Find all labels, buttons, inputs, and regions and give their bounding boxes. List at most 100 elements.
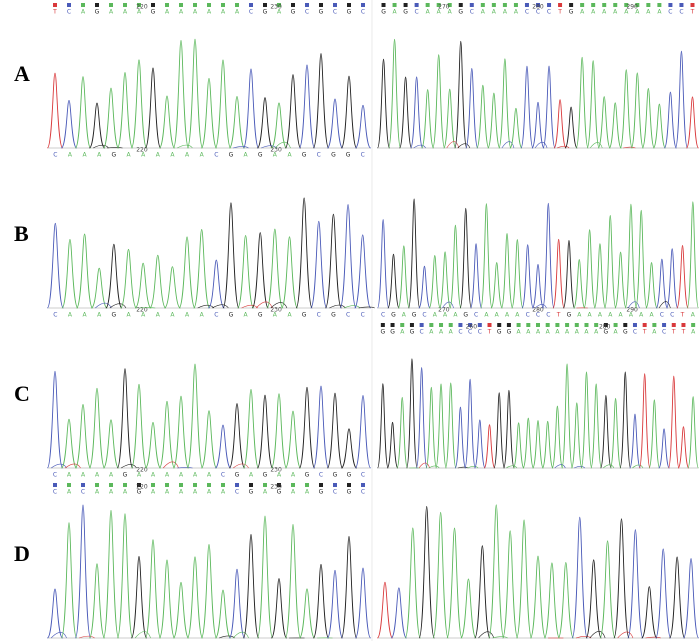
- base-square: [642, 323, 647, 327]
- panel-label: A: [14, 61, 30, 86]
- trace-peak: [597, 96, 611, 149]
- base-call: C: [317, 312, 321, 319]
- base-call: T: [680, 312, 685, 319]
- trace-peak: [158, 400, 176, 469]
- base-call: G: [507, 329, 512, 336]
- position-label: 280: [599, 324, 611, 331]
- base-call: C: [422, 312, 426, 319]
- trace-peak: [415, 367, 428, 469]
- noise-peak: [575, 635, 592, 639]
- noise-peak: [95, 302, 112, 309]
- base-call: A: [657, 9, 662, 16]
- base-square: [646, 3, 651, 7]
- trace-peak: [520, 65, 534, 149]
- base-call: C: [458, 329, 462, 336]
- base-square: [193, 3, 197, 7]
- trace-peak: [281, 236, 298, 309]
- trace-peak: [667, 375, 680, 469]
- base-square: [249, 3, 253, 7]
- base-call: A: [277, 472, 282, 479]
- base-call: G: [458, 9, 463, 16]
- trace-peak: [553, 99, 567, 149]
- base-square: [151, 483, 155, 487]
- base-square: [635, 3, 640, 7]
- trace-peak: [186, 363, 204, 469]
- trace-peak: [207, 259, 225, 309]
- base-square: [390, 323, 395, 327]
- trace-peak: [312, 563, 330, 639]
- noise-peak: [177, 144, 193, 149]
- base-square: [165, 483, 169, 487]
- base-call: A: [619, 312, 624, 319]
- base-call: A: [235, 9, 240, 16]
- trace-peak: [74, 504, 92, 639]
- trace-peak: [298, 386, 316, 469]
- trace-peak: [532, 420, 544, 469]
- trace-peak: [687, 396, 699, 469]
- base-call: A: [151, 472, 156, 479]
- trace-peak: [404, 527, 421, 639]
- trace-peak: [418, 265, 431, 309]
- trace-peak: [339, 204, 357, 309]
- position-label: 230: [270, 307, 282, 314]
- base-square: [263, 483, 267, 487]
- base-call: A: [652, 329, 657, 336]
- trace-peak: [228, 403, 246, 469]
- trace-peak: [310, 220, 328, 309]
- base-call: G: [258, 152, 263, 159]
- trace-peak: [531, 101, 545, 149]
- base-call: A: [449, 329, 454, 336]
- base-call: A: [83, 152, 88, 159]
- base-square: [565, 323, 570, 327]
- trace-peak: [102, 87, 120, 149]
- trace-peak: [619, 371, 632, 469]
- trace-peak: [130, 383, 148, 469]
- base-square: [536, 323, 540, 327]
- noise-peak: [556, 145, 570, 149]
- noise-peak: [233, 146, 249, 149]
- trace-peak: [340, 428, 358, 469]
- base-call: A: [81, 9, 86, 16]
- base-call: C: [333, 489, 337, 496]
- base-call: A: [244, 152, 249, 159]
- base-call: A: [577, 312, 582, 319]
- base-square: [603, 323, 608, 327]
- trace-peak: [200, 77, 218, 149]
- trace-peak: [551, 405, 564, 469]
- trace-peak: [454, 40, 468, 149]
- noise-peak: [212, 304, 229, 309]
- position-label: 230: [270, 147, 282, 154]
- base-square: [623, 323, 628, 327]
- trace-peak: [674, 50, 688, 149]
- trace-peak: [641, 586, 658, 639]
- base-call: G: [95, 9, 100, 16]
- base-call: G: [463, 312, 468, 319]
- trace-peak: [655, 548, 672, 639]
- trace-peak: [222, 202, 240, 309]
- base-call: G: [331, 152, 336, 159]
- base-call: A: [126, 312, 131, 319]
- base-call: G: [604, 329, 609, 336]
- base-square: [347, 3, 351, 7]
- base-call: A: [193, 9, 198, 16]
- trace-peak: [509, 107, 523, 149]
- noise-peak: [627, 301, 640, 309]
- trace-peak: [685, 96, 699, 149]
- base-call: C: [468, 329, 472, 336]
- noise-peak: [478, 631, 495, 639]
- noise-peak: [177, 467, 193, 469]
- base-call: C: [53, 152, 57, 159]
- trace-peak: [116, 72, 134, 149]
- trace-peak: [399, 76, 413, 149]
- base-square: [414, 3, 419, 7]
- base-call: A: [67, 472, 72, 479]
- base-call: G: [112, 152, 117, 159]
- trace-peak: [425, 386, 438, 469]
- trace-peak: [503, 389, 515, 469]
- noise-peak: [107, 147, 123, 149]
- base-square: [361, 3, 365, 7]
- trace-peak: [172, 395, 190, 469]
- base-call: A: [141, 312, 146, 319]
- base-square: [151, 3, 155, 7]
- base-square: [591, 3, 596, 7]
